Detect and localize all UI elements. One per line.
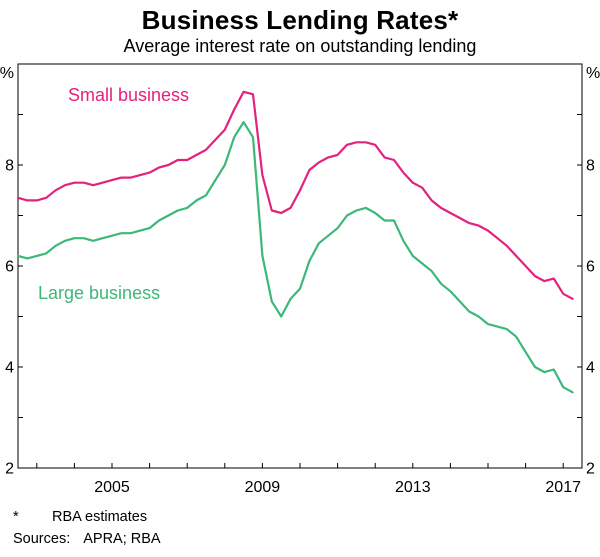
footnote-text: RBA estimates (52, 509, 148, 525)
chart-title: Business Lending Rates* (141, 5, 459, 35)
sources-label: Sources: (13, 531, 71, 547)
y-axis-unit-right: % (586, 65, 600, 82)
series-lines (16, 90, 574, 394)
y-axis-label-right: 2 (586, 461, 595, 478)
y-axis-label-right: 6 (586, 259, 595, 276)
x-axis-label: 2017 (545, 479, 581, 496)
y-axis-label-left: 4 (5, 360, 14, 377)
series-line-large-business (16, 120, 574, 394)
series-label-large-business: Large business (38, 283, 161, 303)
footnote-marker: * (13, 509, 19, 525)
y-axis-label-right: 8 (586, 158, 595, 175)
axis-labels: 2 2 4 4 6 6 8 8% % 2005 2009 2013 2017 (0, 65, 600, 496)
y-axis-label-left: 6 (5, 259, 14, 276)
x-axis-label: 2013 (395, 479, 431, 496)
chart-footer: * RBA estimates Sources: APRA; RBA (13, 506, 161, 550)
sources-row: Sources: APRA; RBA (13, 528, 161, 550)
y-axis-label-left: 2 (5, 461, 14, 478)
y-axis-label-right: 4 (586, 360, 595, 377)
plot-frame (17, 63, 583, 469)
series-line-small-business (16, 90, 574, 300)
series-label-small-business: Small business (68, 85, 190, 105)
y-axis-unit-left: % (0, 65, 14, 82)
x-axis-label: 2009 (245, 479, 281, 496)
axes (17, 63, 583, 469)
y-axis-label-left: 8 (5, 158, 14, 175)
x-axis-label: 2005 (94, 479, 130, 496)
footnote-row: * RBA estimates (13, 506, 161, 528)
chart-subtitle: Average interest rate on outstanding len… (123, 36, 477, 56)
sources-text: APRA; RBA (83, 531, 161, 547)
